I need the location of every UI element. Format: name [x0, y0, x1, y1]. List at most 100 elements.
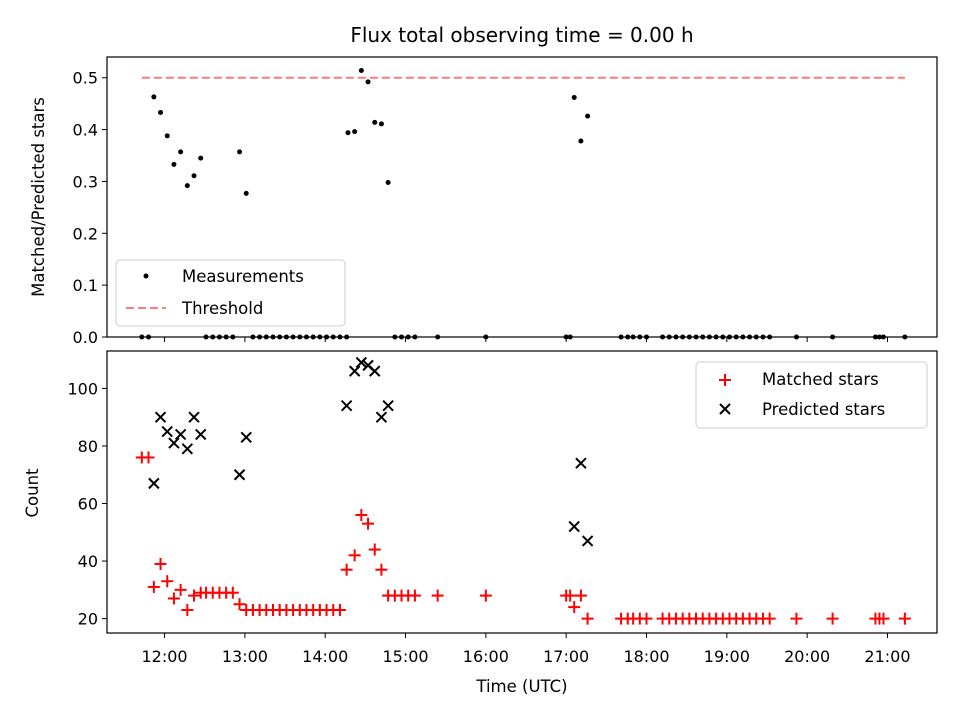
bottom-y-tick-label: 100 [67, 379, 98, 398]
matched-stars-point [161, 575, 174, 588]
matched-stars-point [340, 563, 353, 576]
bottom-y-tick-label: 80 [78, 437, 98, 456]
top-y-tick-label: 0.3 [73, 172, 98, 191]
measurement-point [184, 183, 190, 189]
x-tick-label: 18:00 [623, 647, 669, 666]
matched-stars-point [826, 612, 839, 625]
x-tick-label: 19:00 [704, 647, 750, 666]
top-y-ticks: 0.0 0.1 0.2 0.3 0.4 0.5 [73, 69, 107, 347]
matched-stars-point [348, 549, 361, 562]
measurement-point [198, 155, 204, 161]
matched-stars-point [233, 598, 246, 611]
bottom-plot-marks [135, 356, 911, 625]
matched-stars-point [568, 601, 581, 614]
predicted-stars-point [382, 399, 394, 412]
predicted-stars-point [174, 428, 187, 441]
measurement-point [151, 94, 157, 100]
matched-stars-point [181, 603, 194, 616]
predicted-stars-point [340, 399, 353, 412]
predicted-stars-point [188, 411, 200, 423]
x-tick-label: 14:00 [302, 647, 348, 666]
x-tick-label: 16:00 [463, 647, 509, 666]
matched-stars-point [375, 563, 388, 576]
x-tick-label: 12:00 [142, 647, 188, 666]
matched-stars-point [574, 589, 587, 602]
matched-legend-marker [719, 374, 731, 386]
predicted-stars-point [369, 365, 381, 377]
predicted-stars-point [581, 535, 594, 547]
predicted-stars-point [154, 411, 167, 423]
bottom-y-tick-label: 40 [78, 552, 98, 571]
predicted-stars-point [568, 520, 580, 533]
bottom-y-tick-label: 60 [78, 495, 98, 514]
predicted-stars-point [168, 437, 180, 449]
matched-stars-point [479, 589, 492, 602]
matched-stars-point [154, 557, 167, 570]
predicted-stars-point [148, 477, 160, 490]
matched-stars-point [368, 543, 381, 556]
predicted-stars-point [375, 411, 388, 423]
top-y-axis-label: Matched/Predicted stars [29, 97, 48, 297]
predicted-stars-point [240, 431, 252, 444]
measurement-point [352, 129, 358, 135]
matched-stars-point [790, 612, 803, 625]
matched-stars-point [147, 580, 160, 593]
measurement-point [191, 173, 197, 179]
matched-stars-point [355, 509, 368, 522]
measurement-point [237, 149, 243, 155]
measurement-point [585, 113, 591, 119]
matched-stars-point [142, 451, 155, 464]
x-tick-label: 21:00 [864, 647, 910, 666]
x-tick-label: 13:00 [222, 647, 268, 666]
matched-stars-point [640, 612, 653, 625]
predicted-stars-point [575, 457, 587, 469]
top-y-tick-label: 0.5 [73, 69, 98, 88]
measurement-point [345, 130, 351, 136]
x-tick-label: 17:00 [543, 647, 589, 666]
x-tick-label: 15:00 [382, 647, 428, 666]
predicted-stars-point [181, 443, 194, 455]
bottom-y-ticks: 20 40 60 80 100 [67, 379, 107, 629]
matched-stars-point [581, 612, 594, 625]
predicted-legend-label: Predicted stars [762, 400, 885, 419]
x-axis-label: Time (UTC) [475, 677, 567, 696]
measurements-legend-marker [143, 273, 149, 279]
bottom-y-tick-label: 20 [78, 610, 98, 629]
matched-stars-point [333, 603, 346, 616]
bottom-plot-frame [106, 350, 938, 634]
x-tick-label: 20:00 [784, 647, 830, 666]
top-y-tick-label: 0.0 [73, 328, 98, 347]
measurement-point [365, 79, 371, 85]
top-y-tick-label: 0.2 [73, 224, 98, 243]
matched-legend-label: Matched stars [762, 370, 879, 389]
measurement-point [571, 94, 577, 100]
matched-stars-point [408, 589, 421, 602]
x-axis-ticks: 12:00 13:00 14:00 15:00 16:00 17:00 18:00 19:00… [142, 337, 911, 666]
matched-stars-point [226, 586, 239, 599]
matched-stars-point [564, 589, 577, 602]
predicted-stars-point [355, 356, 368, 369]
measurement-point [158, 109, 164, 115]
bottom-panel: Count 20 40 60 80 100 Matched stars Predicte… [23, 350, 938, 634]
chart-title: Flux total observing time = 0.00 h [350, 23, 693, 47]
measurement-point [171, 161, 177, 167]
matched-stars-point [431, 589, 444, 602]
matched-stars-point [362, 517, 375, 530]
predicted-legend-marker [719, 403, 731, 415]
measurement-point [385, 179, 391, 185]
predicted-stars-point [161, 425, 173, 438]
measurement-point [178, 149, 184, 155]
measurement-point [243, 190, 249, 196]
top-legend: Measurements Threshold [115, 259, 346, 327]
threshold-legend-label: Threshold [181, 299, 263, 318]
matched-stars-point [167, 592, 180, 605]
matched-stars-point [763, 612, 776, 625]
top-panel: Matched/Predicted stars 0.00.10.20.30.40… [29, 56, 938, 347]
predicted-stars-point [233, 469, 246, 481]
matched-stars-point [188, 589, 201, 602]
predicted-stars-point [348, 365, 361, 377]
top-plot-frame [106, 56, 938, 338]
measurement-point [372, 119, 378, 125]
measurement-point [358, 67, 364, 73]
